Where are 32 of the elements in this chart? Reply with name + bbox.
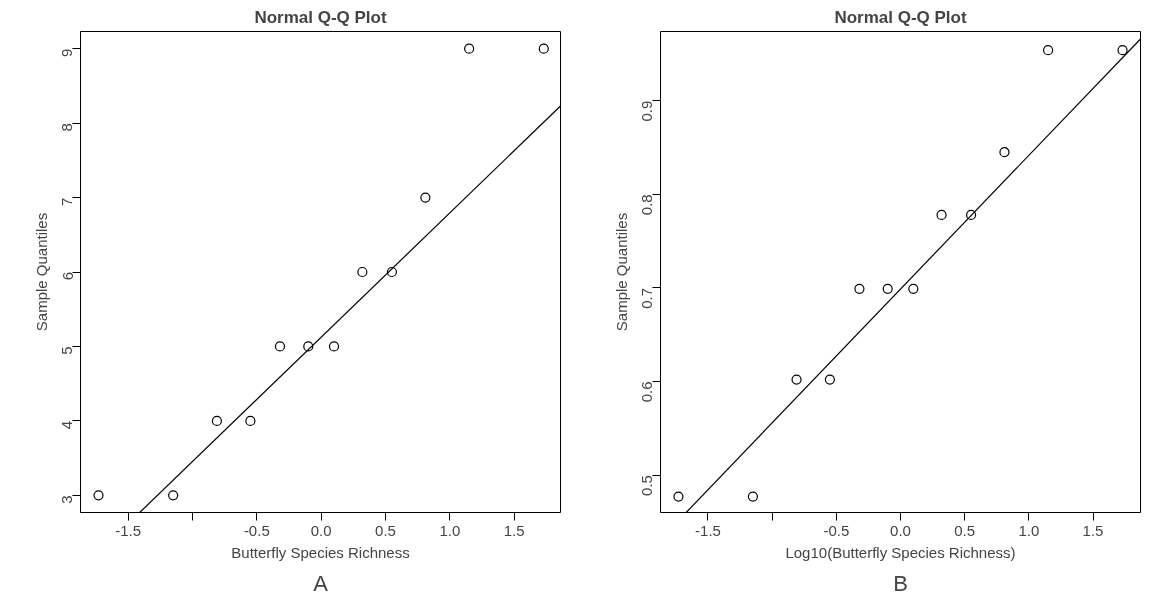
- y-tick-label: 3: [58, 495, 76, 504]
- x-tick-label: 1.0: [1018, 521, 1040, 539]
- chart-title: Normal Q-Q Plot: [834, 7, 967, 27]
- y-axis-title: Sample Quantiles: [32, 212, 50, 332]
- x-axis-title: Log10(Butterfly Species Richness): [785, 543, 1016, 561]
- x-tick-label: 0.5: [375, 521, 396, 539]
- x-tick-label: -0.5: [243, 521, 270, 539]
- y-tick-label: 0.6: [638, 381, 656, 403]
- x-tick-label: 0.5: [954, 521, 976, 539]
- x-axis-title: Butterfly Species Richness: [231, 543, 410, 561]
- x-tick-label: -0.5: [823, 521, 850, 539]
- text: B: [893, 570, 908, 596]
- y-axis-title: Sample Quantiles: [612, 212, 630, 332]
- x-tick-label: 1.5: [503, 521, 525, 539]
- x-tick-label: -1.5: [695, 521, 721, 539]
- y-tick-label: 7: [58, 197, 76, 206]
- x-tick-label: -1.5: [115, 521, 142, 539]
- y-tick-label: 0.7: [638, 287, 656, 309]
- x-tick-label: 1.0: [439, 521, 461, 539]
- y-tick-label: 4: [58, 420, 76, 430]
- x-tick-label: 0.0: [890, 521, 911, 539]
- y-tick-label: 5: [58, 346, 76, 355]
- y-tick-label: 9: [58, 48, 76, 57]
- y-tick-label: 8: [58, 123, 76, 132]
- y-tick-label: 0.8: [638, 194, 656, 216]
- chart-title: Normal Q-Q Plot: [254, 7, 387, 27]
- y-tick-label: 0.9: [638, 100, 656, 122]
- x-tick-label: 1.5: [1082, 521, 1104, 539]
- text: A: [313, 570, 329, 596]
- y-tick-label: 0.5: [638, 475, 656, 496]
- x-tick-label: 0.0: [310, 521, 332, 539]
- y-tick-label: 6: [58, 272, 76, 281]
